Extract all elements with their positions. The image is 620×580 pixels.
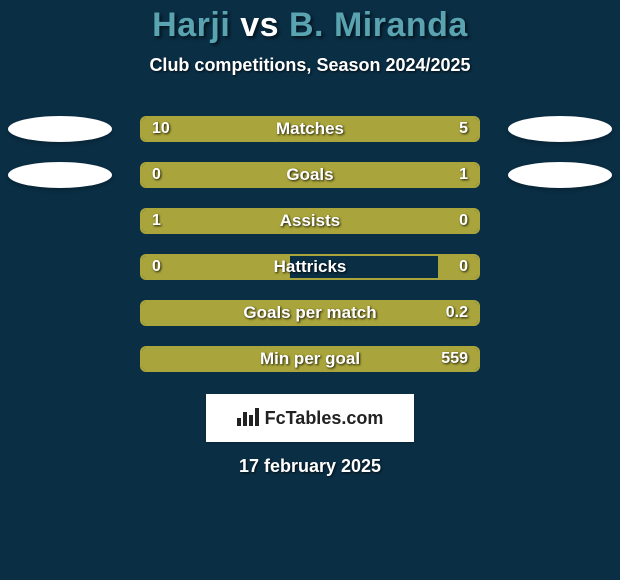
stat-row: Min per goal559 [0, 336, 620, 382]
stat-bar-right-fill [202, 164, 478, 186]
stat-bar-left-fill [142, 210, 438, 232]
stat-bar-track [140, 208, 480, 234]
stat-bar-left-fill [142, 302, 182, 324]
stat-row: Matches105 [0, 106, 620, 152]
stat-bar-track [140, 300, 480, 326]
player2-disc [508, 162, 612, 188]
stat-bar-left-fill [142, 118, 364, 140]
stat-bar-right-fill [438, 348, 478, 370]
stat-bar-track [140, 116, 480, 142]
stat-bar-left-fill [142, 164, 202, 186]
stat-bar-left-fill [142, 256, 290, 278]
subtitle: Club competitions, Season 2024/2025 [0, 55, 620, 76]
stat-bar-right-fill [438, 210, 478, 232]
stat-row: Goals01 [0, 152, 620, 198]
page-title: Harji vs B. Miranda [0, 6, 620, 45]
vs-label: vs [240, 6, 279, 44]
player2-name: B. Miranda [289, 6, 468, 44]
stat-row: Goals per match0.2 [0, 290, 620, 336]
date-label: 17 february 2025 [0, 456, 620, 477]
player1-disc [8, 162, 112, 188]
stat-bar-right-fill [182, 302, 478, 324]
player1-name: Harji [152, 6, 230, 44]
stats-rows: Matches105Goals01Assists10Hattricks00Goa… [0, 106, 620, 382]
bars-icon [237, 406, 259, 431]
stat-bar-right-fill [438, 256, 478, 278]
stat-bar-track [140, 346, 480, 372]
stat-bar-left-fill [142, 348, 438, 370]
player1-disc [8, 116, 112, 142]
stat-row: Hattricks00 [0, 244, 620, 290]
logo-text: FcTables.com [265, 408, 384, 429]
stat-bar-track [140, 162, 480, 188]
stat-bar-right-fill [364, 118, 478, 140]
stat-row: Assists10 [0, 198, 620, 244]
stat-bar-track [140, 254, 480, 280]
player2-disc [508, 116, 612, 142]
comparison-infographic: Harji vs B. Miranda Club competitions, S… [0, 0, 620, 580]
source-logo: FcTables.com [206, 394, 414, 442]
